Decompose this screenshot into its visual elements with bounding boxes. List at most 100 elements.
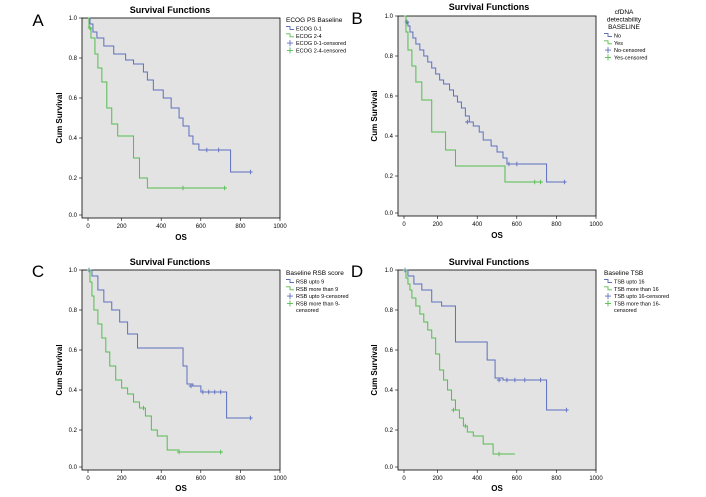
x-tick-label: 800: [235, 224, 246, 230]
legend-label: TSB more than 16: [614, 287, 659, 293]
legend-swatch: [605, 47, 611, 54]
panel-letter: B: [351, 9, 362, 28]
x-tick-label: 800: [551, 222, 562, 228]
y-tick-label: 0.6: [69, 96, 78, 102]
censor-mark-series-1: [506, 161, 512, 167]
y-axis-label: Cum Survival: [370, 344, 379, 395]
censor-mark-series-2: [176, 449, 182, 455]
censor-mark-series-2: [532, 179, 537, 185]
censor-mark-series-2: [87, 25, 93, 31]
censor-mark-series-1: [496, 377, 502, 383]
legend-label: No-censored: [614, 48, 646, 54]
y-tick-label: 0.8: [69, 56, 78, 62]
chart-panel-d: D Survival Functions 0.0 0.2 0.4 0.6 0.8 1.0 0 20…: [351, 257, 669, 493]
x-tick-label: 600: [512, 476, 523, 482]
legend-label: Yes: [614, 41, 623, 47]
censor-mark-series-1: [514, 161, 520, 167]
x-tick-label: 200: [433, 222, 444, 228]
legend-swatch: [287, 300, 293, 307]
legend-plus-icon: [287, 47, 293, 54]
y-tick-label: 0.0: [385, 211, 394, 217]
censor-mark-series-1: [216, 147, 221, 153]
legend-swatch: [287, 293, 293, 300]
x-tick-label: 0: [402, 476, 406, 482]
legend-swatch: [605, 54, 611, 61]
y-tick-label: 0.2: [385, 428, 394, 434]
censor-mark-series-1: [522, 377, 527, 383]
legend-line-icon: [286, 33, 294, 38]
censor-mark-series-2: [141, 405, 146, 411]
survival-curve-series-2: [88, 17, 225, 189]
legend-line-icon: [286, 286, 294, 291]
legend-swatch: [286, 26, 294, 30]
y-tick-label: 0.8: [69, 308, 78, 314]
legend-plus-icon: [287, 300, 293, 307]
legend-line-icon: [604, 286, 612, 291]
legend-label: RSB more than 9-: [296, 301, 340, 307]
censor-mark-series-1: [206, 389, 211, 395]
x-axis-label: OS: [175, 484, 187, 493]
y-tick-label: 0.6: [385, 94, 394, 100]
chart-panel-b: B Survival Functions 0.0 0.2 0.4 0.6 0.8 1.0 0 20…: [351, 2, 647, 240]
panel-letter: D: [351, 262, 363, 281]
x-axis-label: OS: [175, 233, 187, 242]
legend-plus-icon: [605, 47, 611, 54]
x-axis-label: OS: [491, 484, 503, 493]
x-tick-label: 200: [117, 476, 128, 482]
x-tick-label: 600: [512, 222, 523, 228]
legend-label: TSB upto 16-censored: [614, 294, 669, 300]
x-tick-label: 400: [472, 222, 483, 228]
y-tick-label: 0.2: [385, 174, 394, 180]
legend-line-icon: [286, 279, 294, 283]
y-tick-label: 0.0: [69, 465, 78, 471]
censor-mark-series-1: [248, 169, 253, 175]
censor-mark-series-2: [222, 185, 227, 191]
y-tick-label: 0.0: [385, 465, 394, 471]
legend-label: RSB more than 9: [296, 287, 338, 293]
survival-curve-series-1: [404, 269, 565, 411]
legend-label: ECOG 2-4: [296, 34, 322, 40]
legend-plus-icon: [287, 293, 293, 300]
x-tick-label: 0: [402, 222, 406, 228]
legend-line-icon: [604, 33, 612, 37]
legend-plus-icon: [605, 293, 611, 300]
x-tick-label: 0: [86, 476, 90, 482]
legend-swatch: [604, 279, 612, 283]
censor-mark-series-2: [180, 185, 186, 191]
y-tick-label: 1.0: [385, 14, 394, 20]
legend-title: BASELINE: [608, 24, 640, 31]
x-tick-label: 800: [551, 476, 562, 482]
legend-swatch: [605, 293, 611, 300]
chart-title: Survival Functions: [449, 2, 530, 12]
x-tick-label: 600: [196, 476, 207, 482]
legend-title: ECOG PS Baseline: [286, 17, 343, 24]
survival-curve-series-2: [404, 269, 515, 455]
x-tick-label: 400: [156, 476, 167, 482]
y-axis-label: Cum Survival: [55, 344, 64, 395]
legend-label: censored: [614, 308, 637, 314]
y-tick-label: 0.2: [69, 428, 78, 434]
x-tick-label: 1000: [589, 476, 603, 482]
legend-swatch: [604, 40, 612, 45]
y-tick-label: 1.0: [69, 16, 78, 22]
legend-swatch: [604, 286, 612, 291]
survival-curve-series-2: [404, 15, 539, 183]
censor-mark-series-1: [200, 389, 206, 395]
x-tick-label: 1000: [589, 222, 603, 228]
y-tick-label: 0.4: [385, 388, 394, 394]
legend-label: censored: [296, 308, 319, 314]
censor-mark-series-1: [218, 389, 223, 395]
censor-mark-series-1: [538, 377, 543, 383]
legend-label: No: [614, 34, 621, 40]
panel-letter: C: [32, 262, 44, 281]
censor-mark-series-2: [451, 407, 456, 413]
legend-swatch: [286, 286, 294, 291]
legend-line-icon: [286, 26, 294, 30]
chart-panel-a: A Survival Functions 0.0 0.2 0.4 0.6 0.8 1.0 0 20…: [32, 5, 346, 242]
censor-mark-series-1: [504, 377, 510, 383]
legend-swatch: [287, 47, 293, 54]
